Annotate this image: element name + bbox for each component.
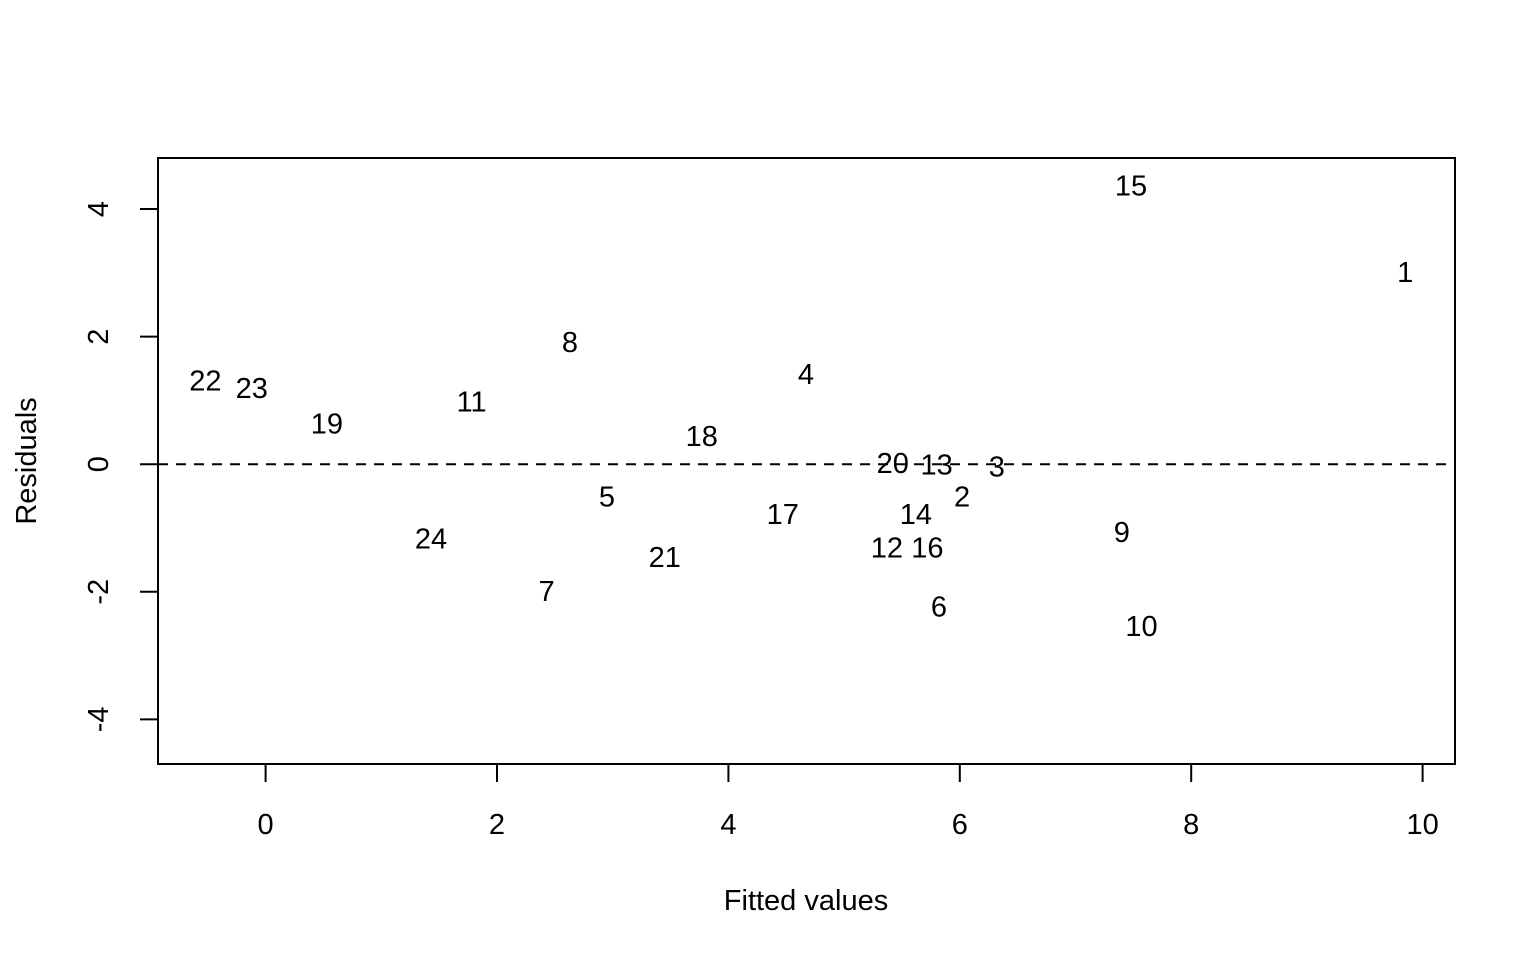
y-tick-label: 0 [83, 456, 115, 472]
x-tick-label: 0 [258, 809, 274, 841]
y-tick-label: -4 [83, 706, 115, 732]
point-label: 20 [877, 448, 909, 480]
x-tick-label: 6 [952, 809, 968, 841]
y-tick-label: -2 [83, 579, 115, 605]
point-label: 23 [236, 373, 268, 405]
x-tick-label: 2 [489, 809, 505, 841]
point-label: 15 [1115, 171, 1147, 203]
point-label: 21 [649, 542, 681, 574]
point-label: 4 [798, 359, 814, 391]
point-label: 14 [900, 499, 932, 531]
point-label: 17 [767, 499, 799, 531]
point-label: 12 [871, 532, 903, 564]
point-label: 22 [189, 365, 221, 397]
point-label: 24 [415, 523, 447, 555]
y-tick-label: 2 [83, 329, 115, 345]
point-label: 1 [1397, 257, 1413, 289]
point-label: 6 [931, 592, 947, 624]
point-label: 10 [1125, 611, 1157, 643]
y-axis-title: Residuals [11, 397, 43, 524]
point-label: 13 [921, 449, 953, 481]
x-axis: 0 2 4 6 8 10 [258, 763, 1439, 841]
y-tick-label: 4 [83, 201, 115, 217]
point-label: 18 [686, 421, 718, 453]
x-tick-label: 8 [1183, 809, 1199, 841]
point-label: 19 [311, 409, 343, 441]
y-axis: -4 -2 0 2 4 [83, 201, 159, 732]
x-tick-label: 4 [720, 809, 736, 841]
point-label: 7 [539, 576, 555, 608]
x-tick-label: 10 [1406, 809, 1438, 841]
plot-frame [157, 157, 1456, 765]
point-label: 5 [599, 481, 615, 513]
point-label: 3 [989, 451, 1005, 483]
point-label: 11 [456, 386, 486, 418]
x-axis-title: Fitted values [724, 885, 888, 917]
point-label: 8 [562, 327, 578, 359]
point-label: 16 [911, 532, 943, 564]
point-label: 9 [1114, 517, 1130, 549]
point-label: 2 [954, 481, 970, 513]
